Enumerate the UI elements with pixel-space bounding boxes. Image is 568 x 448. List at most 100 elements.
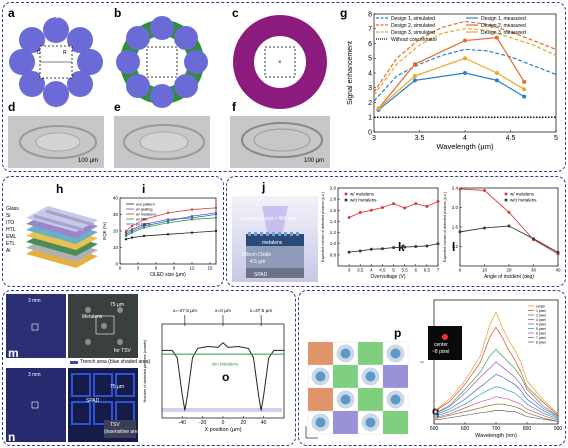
- chart-i: 0 3 6 9 12 15 0 10 20 30 40 OLED size (µm) EQE (%) w/…: [102, 196, 218, 278]
- annotation-left: x=-37.5 µm: [173, 308, 197, 314]
- y-axis-label: EQE (%): [102, 222, 107, 240]
- data-point: [403, 245, 407, 249]
- m-tsv-label: for TSV: [114, 348, 131, 354]
- legend-marker: [504, 198, 508, 202]
- data-point: [412, 78, 417, 83]
- label-e: e: [114, 100, 121, 114]
- x-tick-label: 500: [430, 426, 439, 432]
- micrograph-n-right: [68, 368, 138, 442]
- annotation-baseline: w/o Metalens: [212, 361, 239, 366]
- data-point: [130, 231, 134, 234]
- label-f: f: [232, 100, 236, 114]
- data-point: [214, 216, 218, 219]
- concentrator-schematic-a: [9, 17, 103, 107]
- legend-label: w/ metalens: [136, 213, 156, 217]
- trench-band: [162, 408, 282, 412]
- x-tick-label: 4: [370, 268, 373, 273]
- y-tick-label: 1.2: [452, 244, 459, 249]
- x-tick-label: -40: [179, 420, 186, 426]
- y-tick-label: 7: [368, 26, 372, 33]
- series-line: [125, 230, 217, 240]
- legend-label: Design 1, measured: [481, 16, 526, 22]
- series-line: [162, 342, 284, 411]
- series-line: [373, 28, 557, 96]
- data-point: [130, 229, 134, 233]
- data-point: [214, 211, 218, 215]
- metalens-label: metalens: [262, 240, 283, 246]
- data-point: [130, 224, 134, 228]
- data-point: [166, 211, 170, 215]
- y-tick-label: 2: [368, 100, 372, 107]
- pixel-cell: [308, 342, 333, 365]
- x-axis-label: OLED size (µm): [150, 272, 186, 278]
- y-tick-label: 1.6: [330, 208, 337, 213]
- x-tick-label: 700: [492, 426, 501, 432]
- pixel-cell: [383, 411, 408, 434]
- series-line: [433, 311, 559, 415]
- label-l: l: [452, 240, 456, 254]
- x-tick-label: 6.5: [424, 268, 431, 273]
- series-line: [378, 72, 525, 111]
- y-tick-label: 2.0: [330, 186, 337, 191]
- silicon-oxide-label: Silicon Oxide: [242, 252, 272, 258]
- m-scale-small: 3 mm: [28, 298, 41, 304]
- legend-label: 2 pixel: [536, 314, 546, 318]
- data-point: [522, 79, 527, 84]
- x-tick-label: 10: [482, 268, 488, 273]
- data-point: [532, 237, 535, 241]
- data-point: [556, 250, 560, 254]
- panel-bottom-left: [2, 290, 296, 446]
- x-tick-label: 7: [437, 268, 440, 273]
- label-g: g: [340, 6, 348, 20]
- data-point: [166, 221, 170, 224]
- legend-label: Design 2, measured: [481, 23, 526, 29]
- n-scale-large: 75 µm: [110, 384, 124, 390]
- data-point: [347, 250, 351, 254]
- y-axis-label: Expected number of detected photons (p.u…: [443, 192, 447, 262]
- data-point: [130, 228, 134, 231]
- m-metalens-label: Metalens: [82, 314, 103, 320]
- dim-label-d: D: [37, 50, 41, 56]
- data-point: [425, 244, 429, 248]
- y-tick-label: 1.4: [330, 219, 337, 224]
- y-tick-label: 4: [368, 70, 372, 77]
- legend-label: w/o pattern: [136, 203, 155, 207]
- x-tick-label: 15: [207, 266, 213, 271]
- trench-legend-swatch: [70, 361, 78, 364]
- label-a: a: [8, 6, 15, 20]
- label-i: i: [142, 182, 146, 196]
- data-point: [358, 211, 362, 215]
- micrograph-m-right: [68, 294, 138, 358]
- micrograph-n-left: [6, 368, 66, 442]
- label-b: b: [114, 6, 122, 20]
- chart-k: 3 3.5 4 4.5 5 5.5 6 6.5 7 0.8 1.0 1.2 1.4 1.6 1.8 2.0 Ov…: [321, 186, 440, 281]
- n-scale-small: 3 mm: [28, 372, 41, 378]
- y-tick-label: 6: [368, 41, 372, 48]
- data-point: [522, 87, 527, 92]
- data-point: [369, 247, 373, 251]
- sem-image-e: [114, 116, 210, 168]
- label-p: p: [394, 326, 402, 340]
- plot-frame: [337, 187, 439, 267]
- data-point: [483, 188, 486, 192]
- panel-bottom-right: [298, 290, 566, 446]
- label-o: o: [222, 370, 230, 384]
- legend-label: 5 pixel: [536, 327, 546, 331]
- data-point: [425, 204, 429, 208]
- plot-frame: [161, 323, 285, 419]
- data-point: [347, 216, 351, 220]
- label-n: n: [8, 430, 16, 444]
- data-point: [412, 73, 417, 78]
- n-spad-label: SPAD: [86, 398, 100, 404]
- data-point: [494, 35, 499, 40]
- data-point: [214, 213, 218, 216]
- x-tick-label: 6: [155, 266, 158, 271]
- y-tick-label: 10: [113, 245, 119, 250]
- data-point: [190, 218, 194, 221]
- data-point: [483, 226, 486, 230]
- data-point: [458, 230, 462, 234]
- y-tick-label: 5: [368, 56, 372, 63]
- label-c: c: [232, 6, 239, 20]
- panel-middle-right: [226, 176, 566, 287]
- pixel-cell: [358, 342, 383, 365]
